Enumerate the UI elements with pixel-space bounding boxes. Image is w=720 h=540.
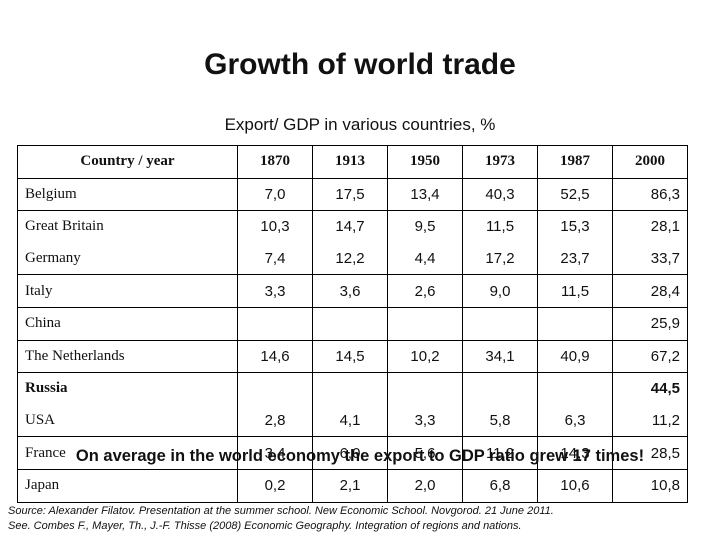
value-cell: 52,5: [537, 177, 613, 211]
value-cell: 3,3: [237, 274, 313, 308]
table-row: Russia 44,5: [17, 372, 688, 405]
country-cell: Great Britain: [17, 210, 238, 243]
header-cell: Country / year: [17, 145, 238, 179]
slide-title: Growth of world trade: [204, 48, 516, 81]
value-cell: 14,5: [312, 339, 388, 373]
country-cell: China: [17, 306, 238, 341]
source-line: See. Combes F., Mayer, Th., J.-F. Thisse…: [8, 520, 522, 532]
value-cell: 10,3: [237, 210, 313, 243]
value-cell: 86,3: [612, 177, 688, 211]
table-row: Great Britain 10,3 14,7 9,5 11,5 15,3 28,1: [17, 210, 688, 243]
value-cell: 0,2: [237, 468, 313, 503]
table-row: France 3,4 6,0 5,6 11,2 14,3 28,5: [17, 436, 688, 470]
value-cell: 12,2: [312, 242, 388, 275]
value-cell: 23,7: [537, 242, 613, 275]
value-cell: 40,3: [462, 177, 538, 211]
table-row: USA 2,8 4,1 3,3 5,8 6,3 11,2: [17, 404, 688, 437]
value-cell: 7,0: [237, 177, 313, 211]
value-cell: [237, 306, 313, 341]
value-cell: 67,2: [612, 339, 688, 373]
value-cell: 28,4: [612, 274, 688, 308]
value-cell: 2,1: [312, 468, 388, 503]
value-cell: 44,5: [612, 372, 688, 405]
table-row: The Netherlands 14,6 14,5 10,2 34,1 40,9 67,2: [17, 339, 688, 373]
value-cell: [312, 372, 388, 405]
value-cell: 11,5: [537, 274, 613, 308]
header-cell: 1950: [387, 145, 463, 179]
country-cell: Belgium: [17, 177, 238, 211]
value-cell: 3,4: [237, 436, 313, 470]
value-cell: 15,3: [537, 210, 613, 243]
value-cell: 28,1: [612, 210, 688, 243]
export-gdp-table: Country / year 1870 1913 1950 1973 1987 …: [17, 145, 688, 503]
source-note: Source: Alexander Filatov. Presentation …: [8, 504, 718, 534]
table-row: Japan 0,2 2,1 2,0 6,8 10,6 10,8: [17, 468, 688, 503]
table-header-row: Country / year 1870 1913 1950 1973 1987 …: [17, 145, 688, 179]
value-cell: 17,5: [312, 177, 388, 211]
country-cell: Japan: [17, 468, 238, 503]
value-cell: [537, 372, 613, 405]
value-cell: 14,6: [237, 339, 313, 373]
header-cell: 2000: [612, 145, 688, 179]
value-cell: 2,0: [387, 468, 463, 503]
value-cell: 14,7: [312, 210, 388, 243]
value-cell: [462, 306, 538, 341]
value-cell: [387, 306, 463, 341]
value-cell: 6,3: [537, 404, 613, 437]
country-cell: The Netherlands: [17, 339, 238, 373]
value-cell: [387, 372, 463, 405]
value-cell: 10,2: [387, 339, 463, 373]
value-cell: 33,7: [612, 242, 688, 275]
table-row: Belgium 7,0 17,5 13,4 40,3 52,5 86,3: [17, 177, 688, 211]
table-row: Italy 3,3 3,6 2,6 9,0 11,5 28,4: [17, 274, 688, 308]
value-cell: 28,5: [612, 436, 688, 470]
value-cell: 4,4: [387, 242, 463, 275]
value-cell: 7,4: [237, 242, 313, 275]
header-cell: 1987: [537, 145, 613, 179]
source-line: Source: Alexander Filatov. Presentation …: [8, 505, 554, 517]
header-cell: 1973: [462, 145, 538, 179]
country-cell: Italy: [17, 274, 238, 308]
table-body: Belgium 7,0 17,5 13,4 40,3 52,5 86,3 Great Brit…: [17, 177, 688, 503]
value-cell: 9,0: [462, 274, 538, 308]
value-cell: [237, 372, 313, 405]
header-cell: 1913: [312, 145, 388, 179]
country-cell: Germany: [17, 242, 238, 275]
value-cell: 40,9: [537, 339, 613, 373]
table-row: China 25,9: [17, 306, 688, 341]
value-cell: 10,6: [537, 468, 613, 503]
country-cell: Russia: [17, 372, 238, 405]
value-cell: 34,1: [462, 339, 538, 373]
value-cell: 4,1: [312, 404, 388, 437]
country-cell: France: [17, 436, 238, 470]
value-cell: [537, 306, 613, 341]
table-caption: Export/ GDP in various countries, %: [224, 115, 496, 134]
value-cell: 13,4: [387, 177, 463, 211]
header-cell: 1870: [237, 145, 313, 179]
value-cell: 5,6: [387, 436, 463, 470]
value-cell: [462, 372, 538, 405]
value-cell: [312, 306, 388, 341]
value-cell: 5,8: [462, 404, 538, 437]
value-cell: 3,3: [387, 404, 463, 437]
value-cell: 2,6: [387, 274, 463, 308]
value-cell: 17,2: [462, 242, 538, 275]
table-row: Germany 7,4 12,2 4,4 17,2 23,7 33,7: [17, 242, 688, 275]
value-cell: 3,6: [312, 274, 388, 308]
summary-note: On average in the world economy the expo…: [75, 447, 645, 465]
value-cell: 25,9: [612, 306, 688, 341]
value-cell: 11,5: [462, 210, 538, 243]
value-cell: 6,8: [462, 468, 538, 503]
value-cell: 11,2: [612, 404, 688, 437]
value-cell: 2,8: [237, 404, 313, 437]
country-cell: USA: [17, 404, 238, 437]
value-cell: 10,8: [612, 468, 688, 503]
value-cell: 9,5: [387, 210, 463, 243]
